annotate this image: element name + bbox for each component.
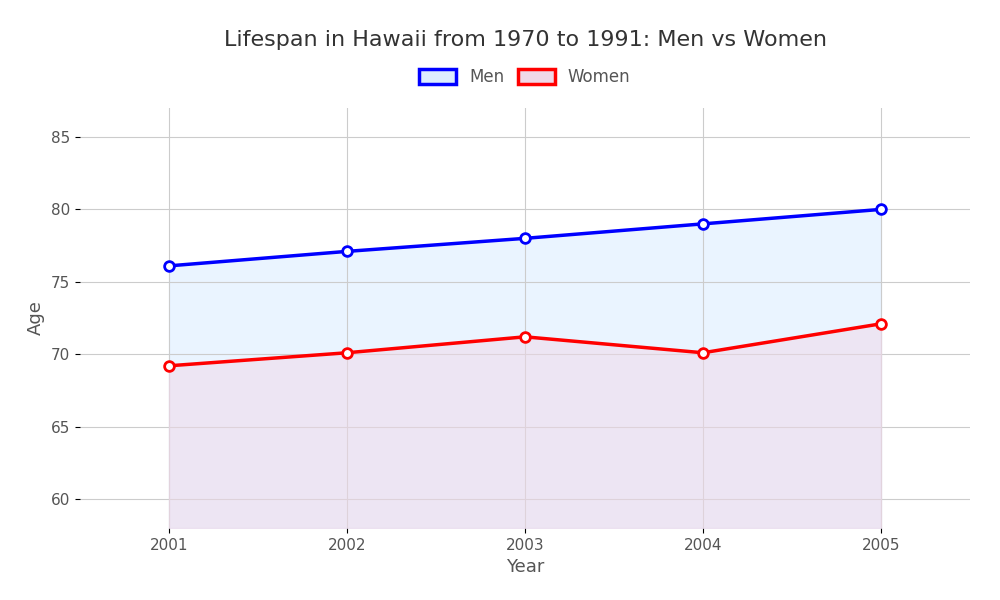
- Title: Lifespan in Hawaii from 1970 to 1991: Men vs Women: Lifespan in Hawaii from 1970 to 1991: Me…: [224, 29, 826, 49]
- Legend: Men, Women: Men, Women: [413, 62, 637, 93]
- X-axis label: Year: Year: [506, 558, 544, 576]
- Y-axis label: Age: Age: [27, 301, 45, 335]
